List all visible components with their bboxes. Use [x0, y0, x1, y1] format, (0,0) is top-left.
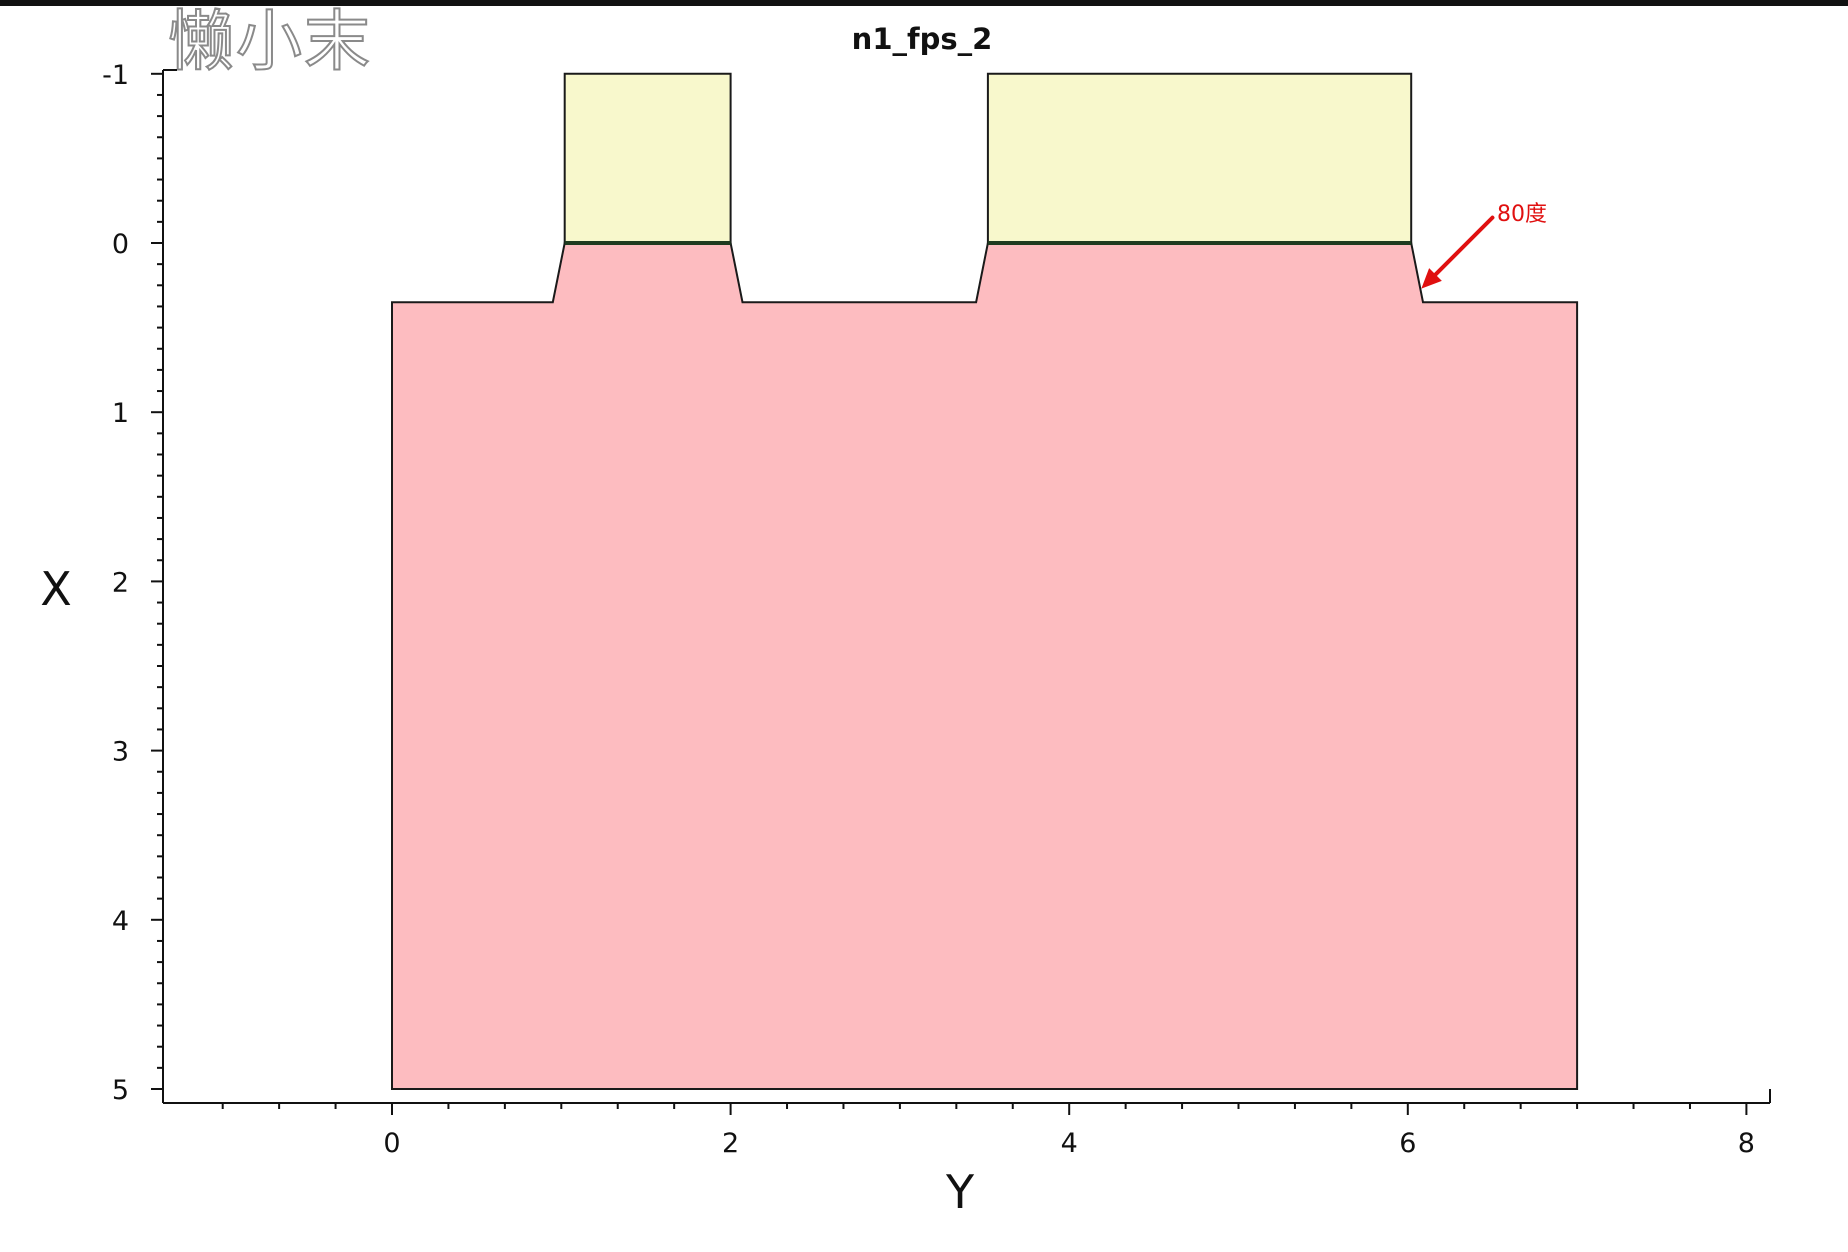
- annotation-arrow-head: [1421, 268, 1442, 289]
- y-tick-label: 4: [112, 906, 129, 937]
- y-tick-label: 2: [112, 567, 129, 598]
- region-substrate: [391, 242, 1579, 1090]
- annotation-arrow-shaft: [1427, 215, 1495, 283]
- top-border-rule: [0, 0, 1848, 6]
- axes-layer: 0 2 4 6 8 -1 0 1 2 3 4 5: [102, 60, 1771, 1159]
- labels-layer: n1_fps_2 Y X: [40, 22, 992, 1219]
- x-tick-label: 6: [1399, 1128, 1416, 1159]
- x-tick-label: 0: [383, 1128, 400, 1159]
- x-tick-label: 8: [1738, 1128, 1755, 1159]
- regions-layer: [391, 72, 1579, 1090]
- x-tick-label: 2: [722, 1128, 739, 1159]
- y-tick-label: 5: [112, 1075, 129, 1106]
- y-axis-title: X: [40, 562, 72, 616]
- region-cap-right: [986, 72, 1413, 244]
- y-tick-label: 0: [112, 229, 129, 260]
- y-tick-label: 3: [112, 737, 129, 768]
- chart-title: n1_fps_2: [852, 22, 993, 56]
- annotation-layer: 80度: [1421, 202, 1547, 289]
- angle-annotation-label: 80度: [1497, 202, 1547, 227]
- region-cap-left: [563, 72, 732, 244]
- watermark-text: 懒小末: [167, 2, 372, 81]
- y-tick-label: 1: [112, 398, 129, 429]
- x-axis-title: Y: [945, 1165, 975, 1219]
- y-tick-label: -1: [102, 60, 129, 91]
- x-tick-label: 4: [1061, 1128, 1078, 1159]
